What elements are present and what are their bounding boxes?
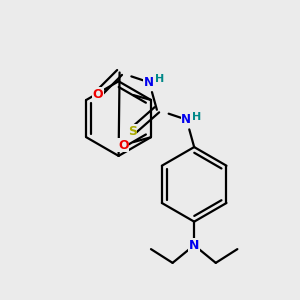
Text: O: O — [93, 88, 103, 100]
Text: N: N — [144, 76, 154, 89]
Text: N: N — [189, 239, 200, 252]
Text: N: N — [181, 113, 191, 126]
Text: O: O — [118, 139, 129, 152]
Text: H: H — [193, 112, 202, 122]
Text: H: H — [155, 74, 164, 84]
Text: S: S — [128, 125, 137, 138]
